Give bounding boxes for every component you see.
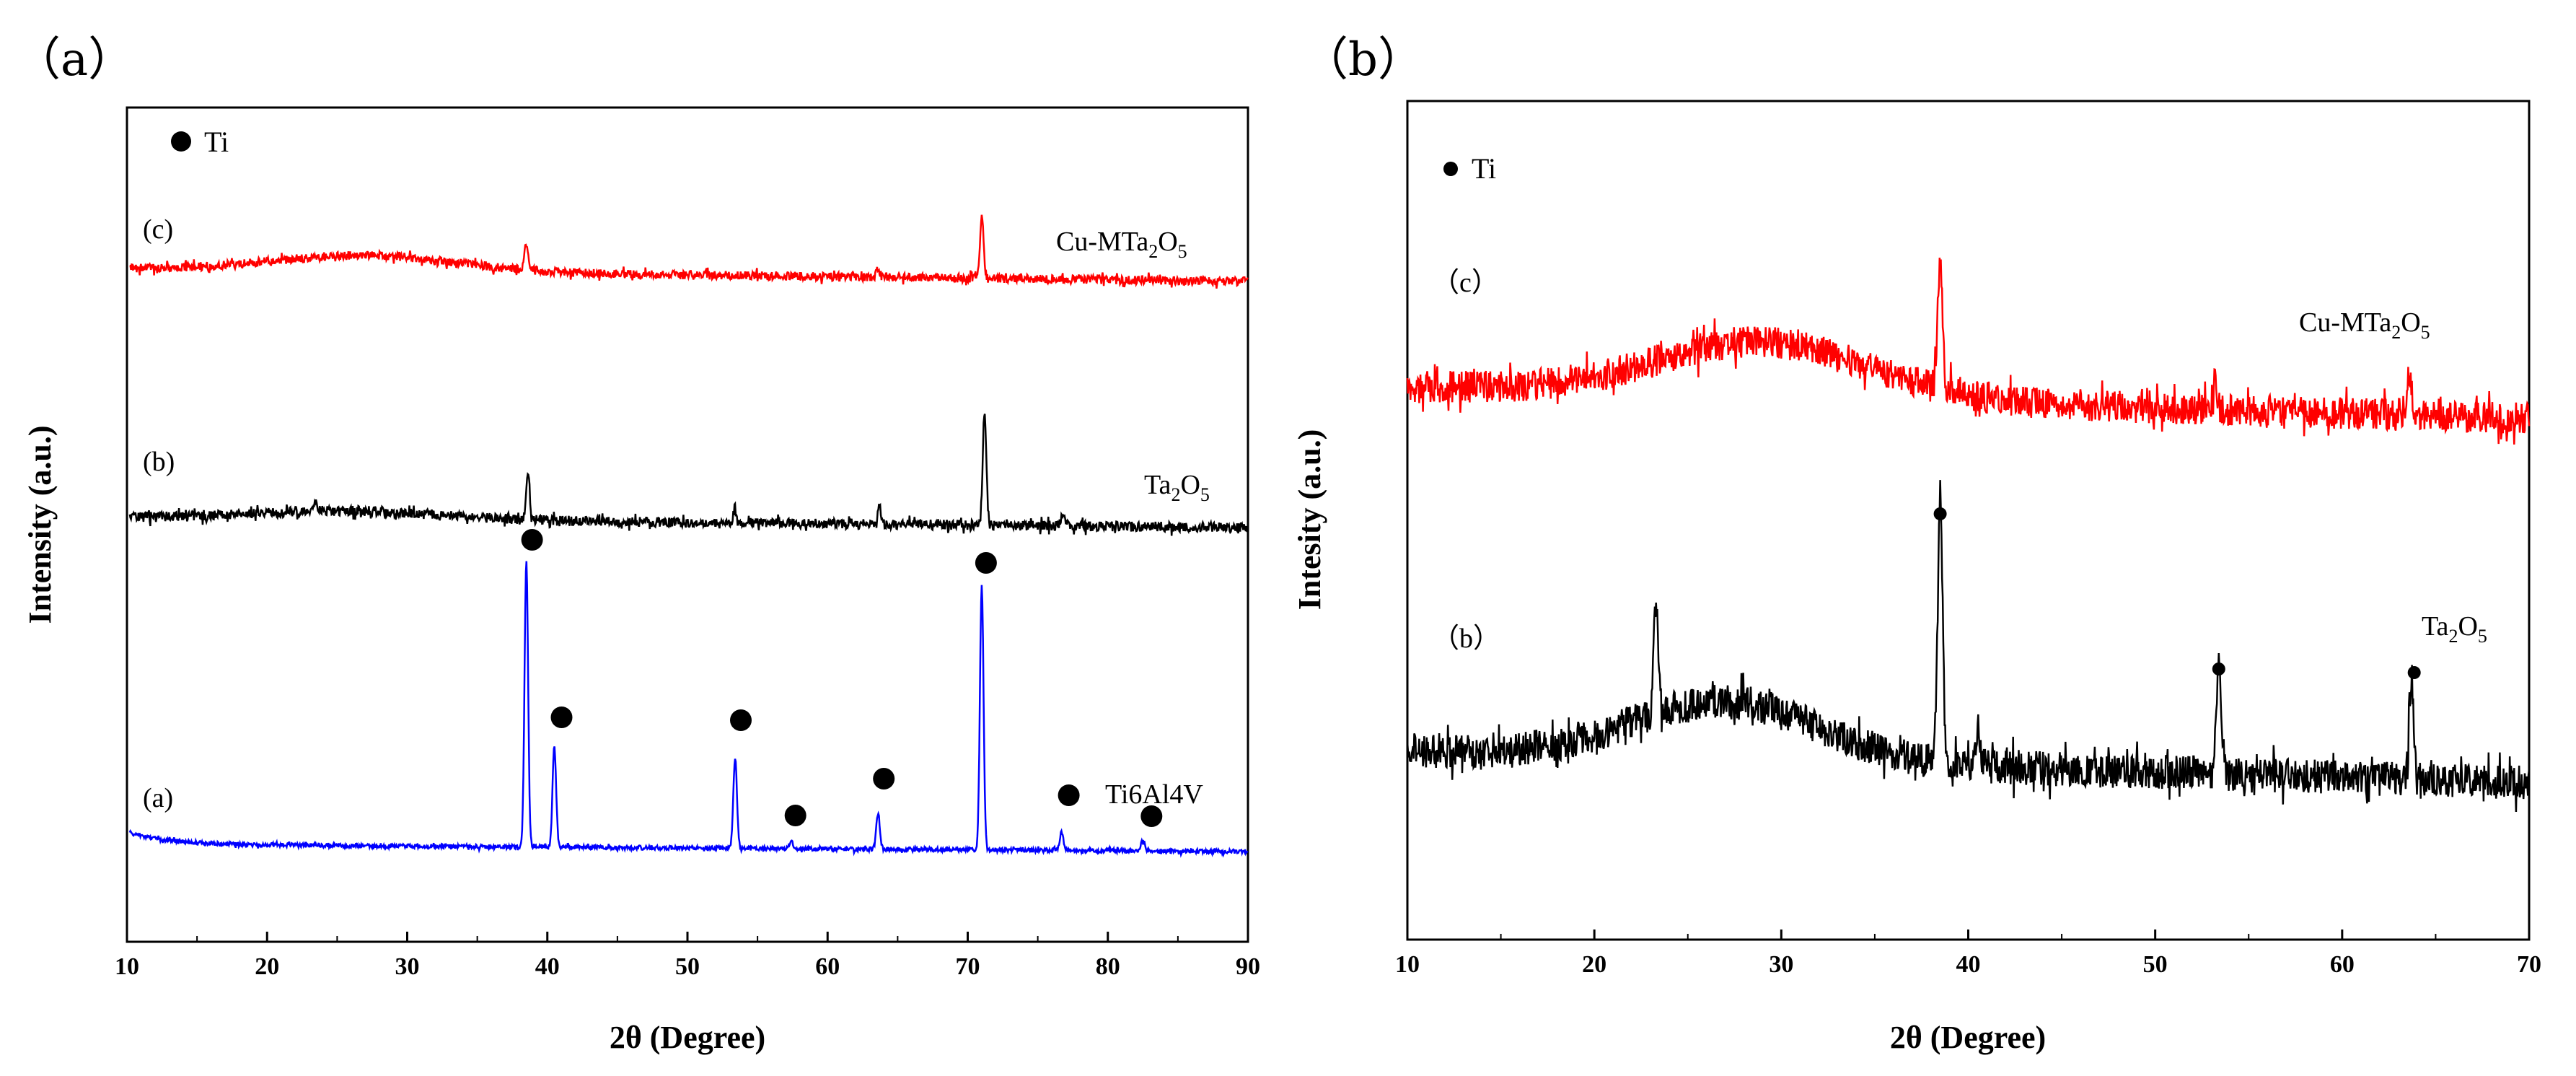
panel-a-label: （a） [14,33,134,87]
x-tick-label-5: 60 [815,953,840,980]
panel-a-curve-tag-a: (a) [143,783,173,813]
panel-a-curve-tag-b: (b) [143,447,175,477]
x-tick-label-8: 90 [1236,953,1260,980]
panel-b-curve-tag-b: （b） [1432,624,1500,654]
label-name: Cu-MTa [1056,227,1148,257]
panel-b-y-axis-title: Intesity (a.u.) [1292,429,1327,611]
panel-a-y-axis-title: Intensity (a.u.) [22,425,58,624]
panel-a-x-axis: 10 20 30 40 50 60 70 80 90 [115,932,1260,980]
panel-a-ti-peak-markers [521,529,1163,827]
panel-a-legend-ti-marker [171,131,191,152]
panel-b-legend-ti-marker [1443,162,1458,176]
panel-a-trace-ta2o5 [128,414,1249,536]
ti-peak-marker-1 [550,707,573,728]
x-tick-label-2: 30 [395,953,420,980]
panel-b-x-axis-title: 2θ (Degree) [1890,1020,2046,1055]
label-mid: O [2401,307,2420,338]
panel-a-label-ta2o5: Ta2O5 [1144,470,1210,505]
panel-b-x-axis: 10 20 30 40 50 60 70 [1395,930,2541,978]
ti-peak-marker-2 [2407,666,2421,679]
label-sub2: 5 [2421,322,2430,343]
panel-a-legend-ti-label: Ti [204,126,229,158]
panel-b-trace-cu-mta2o5 [1406,258,2531,445]
label-mid: O [2458,611,2477,642]
panel-b-label-ta2o5: Ta2O5 [2422,611,2487,647]
ti-peak-marker-6 [1058,784,1080,806]
x-tick-label-1: 20 [1582,951,1606,978]
x-tick-label-6: 70 [2517,951,2541,978]
x-tick-label-1: 20 [255,953,279,980]
panel-a-curve-tag-c: (c) [143,214,173,245]
panel-b-trace-ta2o5 [1406,480,2531,813]
label-sub1: 2 [2448,626,2458,647]
ti-peak-marker-5 [975,552,997,574]
ti-peak-marker-4 [873,768,895,789]
x-tick-label-3: 40 [535,953,560,980]
x-tick-label-3: 40 [1956,951,1981,978]
label-sub1: 2 [1171,484,1180,505]
ti-peak-marker-0 [1933,507,1947,520]
ti-peak-marker-0 [521,529,543,551]
ti-peak-marker-3 [784,805,806,826]
panel-b: （b） Ti （c） （b） Cu-MTa2O5 Ta2O5 10 20 30 40 5… [1292,33,2541,1055]
ti-peak-marker-2 [730,709,752,731]
x-tick-label-4: 50 [2143,951,2168,978]
x-tick-label-4: 50 [675,953,700,980]
label-sub1: 2 [2391,322,2401,343]
panel-b-legend-ti-label: Ti [1472,152,1496,185]
label-sub1: 2 [1148,241,1158,262]
panel-b-ti-peak-markers [1933,507,2421,679]
panel-b-curve-tag-c: （c） [1432,268,1499,298]
x-tick-label-0: 10 [115,953,139,980]
x-tick-label-7: 80 [1096,953,1120,980]
label-sub2: 5 [1200,484,1210,505]
x-tick-label-5: 60 [2330,951,2355,978]
panel-b-label-cu-mta2o5: Cu-MTa2O5 [2299,307,2430,343]
ti-peak-marker-7 [1140,805,1163,827]
label-mid: O [1180,470,1200,500]
label-name: Ta [1144,470,1171,500]
label-mid: O [1158,227,1177,257]
x-tick-label-2: 30 [1769,951,1793,978]
x-tick-label-0: 10 [1395,951,1420,978]
panel-a-label-cu-mta2o5: Cu-MTa2O5 [1056,227,1187,262]
label-sub2: 5 [1178,241,1187,262]
panel-a-x-axis-title: 2θ (Degree) [610,1020,765,1055]
label-sub2: 5 [2478,626,2487,647]
panel-b-label: （b） [1302,33,1424,87]
label-name: Cu-MTa [2299,307,2391,338]
ti-peak-marker-1 [2212,662,2225,675]
panel-a-trace-cu-mta2o5 [129,214,1249,289]
panel-a-trace-ti6al4v [128,561,1249,858]
panel-b-plot-frame [1406,100,2531,941]
x-tick-label-6: 70 [956,953,980,980]
panel-a-label-ti6al4v: Ti6Al4V [1105,779,1203,810]
label-name: Ta [2422,611,2449,642]
panel-a: （a） Ti (c) (b) (a) Cu-MTa2O5 Ta2O5 Ti6Al… [14,33,1260,1055]
